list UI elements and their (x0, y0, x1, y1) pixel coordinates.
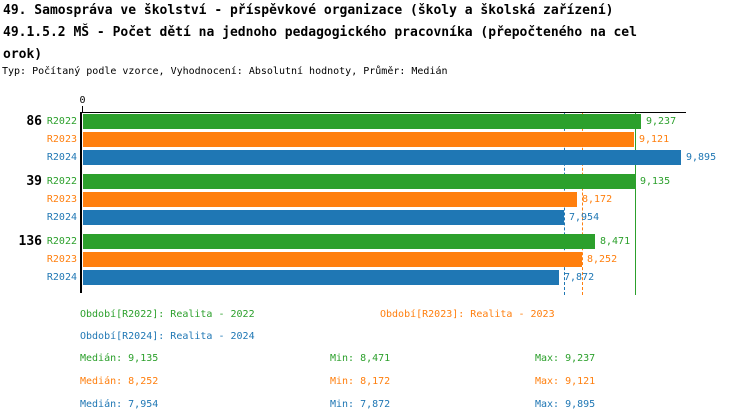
series-row-label: R2024 (46, 152, 77, 163)
bar-r2023 (83, 252, 582, 267)
bar-r2023 (83, 132, 634, 147)
page-title-line2: 49.1.5.2 MŠ - Počet dětí na jednoho peda… (3, 25, 637, 40)
legend-item-r2024: Období[R2024]: Realita - 2024 (80, 331, 255, 342)
stat-median-r2024: Medián: 7,954 (80, 399, 159, 410)
median-line-r2023 (581, 113, 583, 295)
group-label: 136 (18, 234, 42, 249)
page-title-line3: orok) (3, 47, 43, 62)
bar-r2022 (83, 234, 595, 249)
stat-max-r2023: Max: 9,121 (535, 376, 596, 387)
stat-min-r2024: Min: 7,872 (330, 399, 391, 410)
series-row-label: R2023 (46, 194, 77, 205)
group-label: 86 (26, 114, 42, 129)
bar-r2024 (83, 150, 681, 165)
bar-r2022 (83, 174, 635, 189)
bar-value-label: 9,895 (686, 152, 717, 163)
legend-item-r2023: Období[R2023]: Realita - 2023 (380, 309, 555, 320)
bar-value-label: 9,237 (646, 116, 677, 127)
bar-r2024 (83, 210, 564, 225)
stat-min-r2023: Min: 8,172 (330, 376, 391, 387)
y-axis-line (80, 112, 82, 293)
x-axis-line (80, 112, 686, 113)
legend-item-r2022: Období[R2022]: Realita - 2022 (80, 309, 255, 320)
series-row-label: R2024 (46, 212, 77, 223)
group-label: 39 (26, 174, 42, 189)
page-title-line1: 49. Samospráva ve školství - příspěvkové… (3, 3, 614, 18)
series-row-label: R2023 (46, 254, 77, 265)
x-axis-zero-label: 0 (79, 95, 86, 106)
bar-value-label: 8,471 (600, 236, 631, 247)
bar-r2023 (83, 192, 577, 207)
stat-median-r2023: Medián: 8,252 (80, 376, 159, 387)
bar-value-label: 8,252 (587, 254, 618, 265)
series-row-label: R2022 (46, 116, 77, 127)
stat-min-r2022: Min: 8,471 (330, 353, 391, 364)
median-line-r2022 (635, 113, 637, 295)
bar-value-label: 7,872 (564, 272, 595, 283)
stat-max-r2024: Max: 9,895 (535, 399, 596, 410)
series-row-label: R2022 (46, 236, 77, 247)
series-row-label: R2022 (46, 176, 77, 187)
bar-value-label: 9,135 (640, 176, 671, 187)
series-row-label: R2024 (46, 272, 77, 283)
stat-median-r2022: Medián: 9,135 (80, 353, 159, 364)
series-row-label: R2023 (46, 134, 77, 145)
bar-r2022 (83, 114, 641, 129)
bar-r2024 (83, 270, 559, 285)
x-axis-tick (82, 106, 83, 112)
stat-max-r2022: Max: 9,237 (535, 353, 596, 364)
chart-subtitle: Typ: Počítaný podle vzorce, Vyhodnocení:… (2, 66, 448, 77)
bar-value-label: 7,954 (569, 212, 600, 223)
bar-value-label: 9,121 (639, 134, 670, 145)
bar-value-label: 8,172 (582, 194, 613, 205)
